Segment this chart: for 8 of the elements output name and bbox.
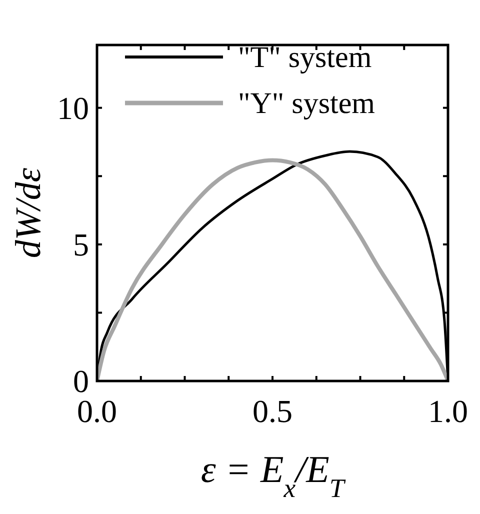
- x-axis-title: ε = E$_{x}$/E$_{T}$: [200, 449, 346, 503]
- x-tick-label: 1.0: [428, 393, 468, 429]
- legend-label: "T" system: [238, 41, 372, 74]
- y-tick-label: 10: [57, 90, 89, 126]
- y-axis-title: dW/dε: [8, 167, 48, 258]
- x-tick-label: 0.5: [252, 393, 292, 429]
- y-tick-label: 5: [73, 226, 89, 262]
- legend-label: "Y" system: [238, 87, 375, 120]
